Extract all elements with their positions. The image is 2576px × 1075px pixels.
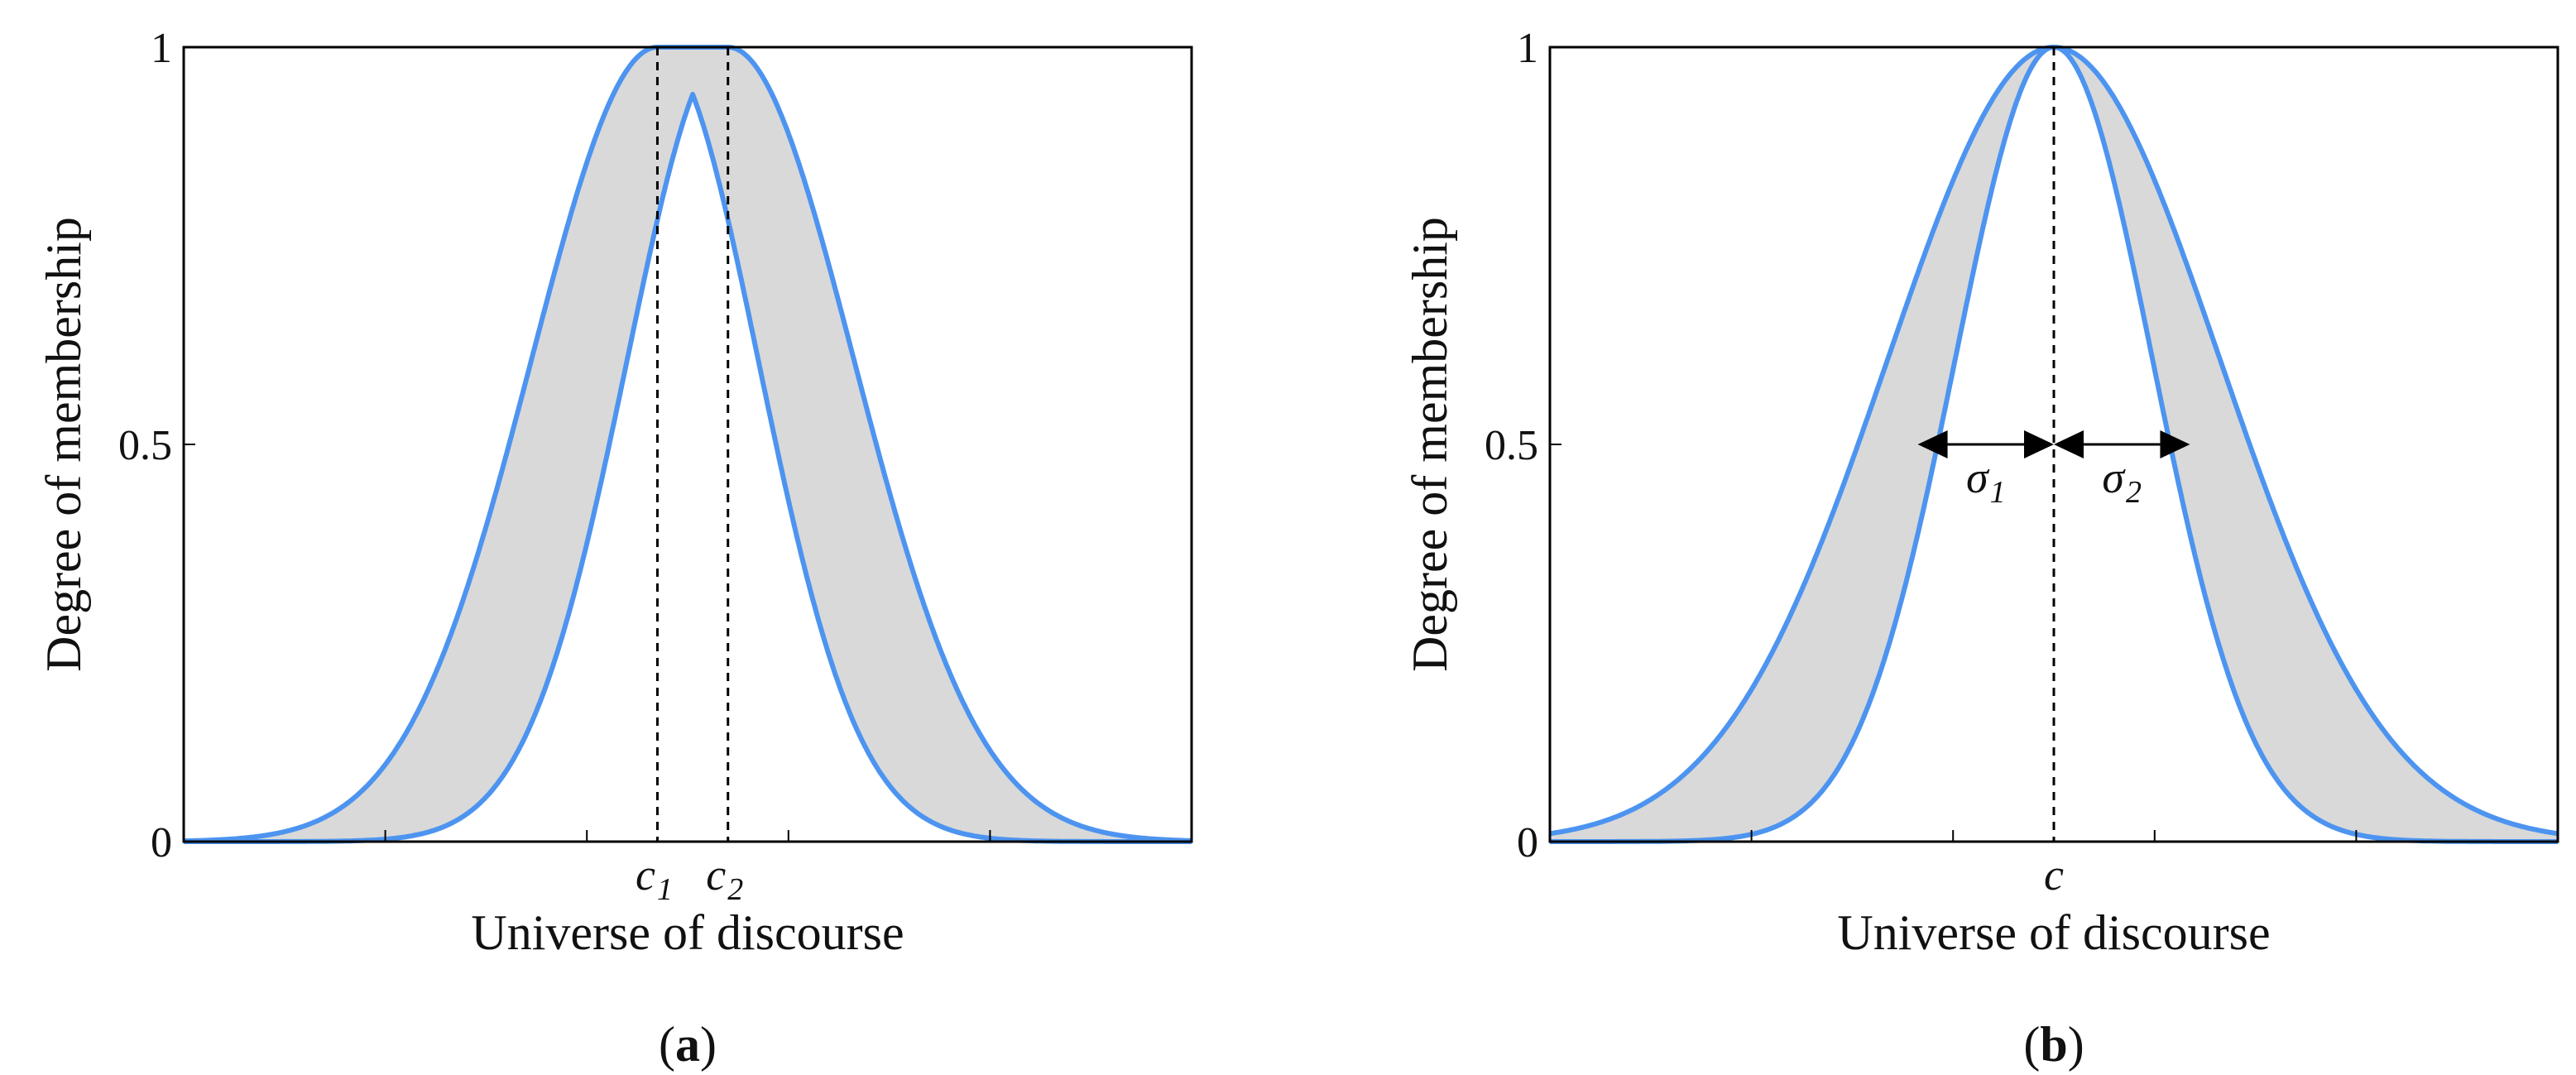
sigma1-arrowhead-left bbox=[1917, 430, 1948, 458]
lower-membership-curve-a bbox=[183, 92, 1192, 844]
c2-base: c bbox=[706, 850, 726, 900]
sigma1-sub: 1 bbox=[1990, 475, 2006, 510]
sigma2-label: σ2 bbox=[2102, 453, 2142, 510]
axis-ticks-b bbox=[1550, 46, 2358, 842]
y-tick-label-b-1: 1 bbox=[1517, 25, 1538, 72]
c1-sub: 1 bbox=[657, 872, 673, 907]
c2-tick-label: c2 bbox=[706, 850, 743, 907]
sigma2-arrowhead-right bbox=[2160, 430, 2190, 458]
sigma2-base: σ bbox=[2102, 453, 2126, 502]
chart-panel-b: 0 0.5 1 c σ1 σ2 Universe of discourse De… bbox=[1403, 25, 2559, 1072]
c2-sub: 2 bbox=[727, 872, 743, 907]
x-axis-label-b: Universe of discourse bbox=[1837, 905, 2270, 960]
panel-label-a: (a) bbox=[659, 1017, 717, 1072]
sigma2-sub: 2 bbox=[2126, 475, 2142, 510]
y-tick-label-b-0: 0 bbox=[1517, 819, 1538, 866]
y-axis-label-b: Degree of membership bbox=[1403, 217, 1457, 672]
y-tick-label-b-0.5: 0.5 bbox=[1485, 422, 1538, 469]
axis-ticks-a bbox=[184, 46, 991, 842]
y-tick-label-a-0.5: 0.5 bbox=[118, 422, 172, 469]
uncertainty-band-a bbox=[184, 47, 1192, 842]
sigma1-base: σ bbox=[1966, 453, 1990, 502]
y-tick-label-a-0: 0 bbox=[151, 819, 172, 866]
c1-base: c bbox=[636, 850, 655, 900]
chart-panel-a: 0 0.5 1 c1 c2 Universe of discourse Degr… bbox=[36, 25, 1193, 1072]
x-axis-label-a: Universe of discourse bbox=[471, 905, 904, 960]
y-tick-label-a-1: 1 bbox=[151, 25, 172, 72]
panel-label-b: (b) bbox=[2023, 1017, 2084, 1072]
sigma2-arrowhead-left bbox=[2054, 430, 2084, 458]
y-axis-label-a: Degree of membership bbox=[36, 217, 91, 672]
upper-membership-curve-a bbox=[183, 45, 1192, 844]
c-tick-label: c bbox=[2044, 850, 2064, 900]
uncertainty-band-b bbox=[1550, 47, 2558, 842]
sigma-arrows bbox=[1917, 430, 2190, 458]
plot-frame-a bbox=[182, 46, 1193, 843]
sigma1-label: σ1 bbox=[1966, 453, 2006, 510]
c1-tick-label: c1 bbox=[636, 850, 673, 907]
sigma1-arrowhead-right bbox=[2024, 430, 2054, 458]
